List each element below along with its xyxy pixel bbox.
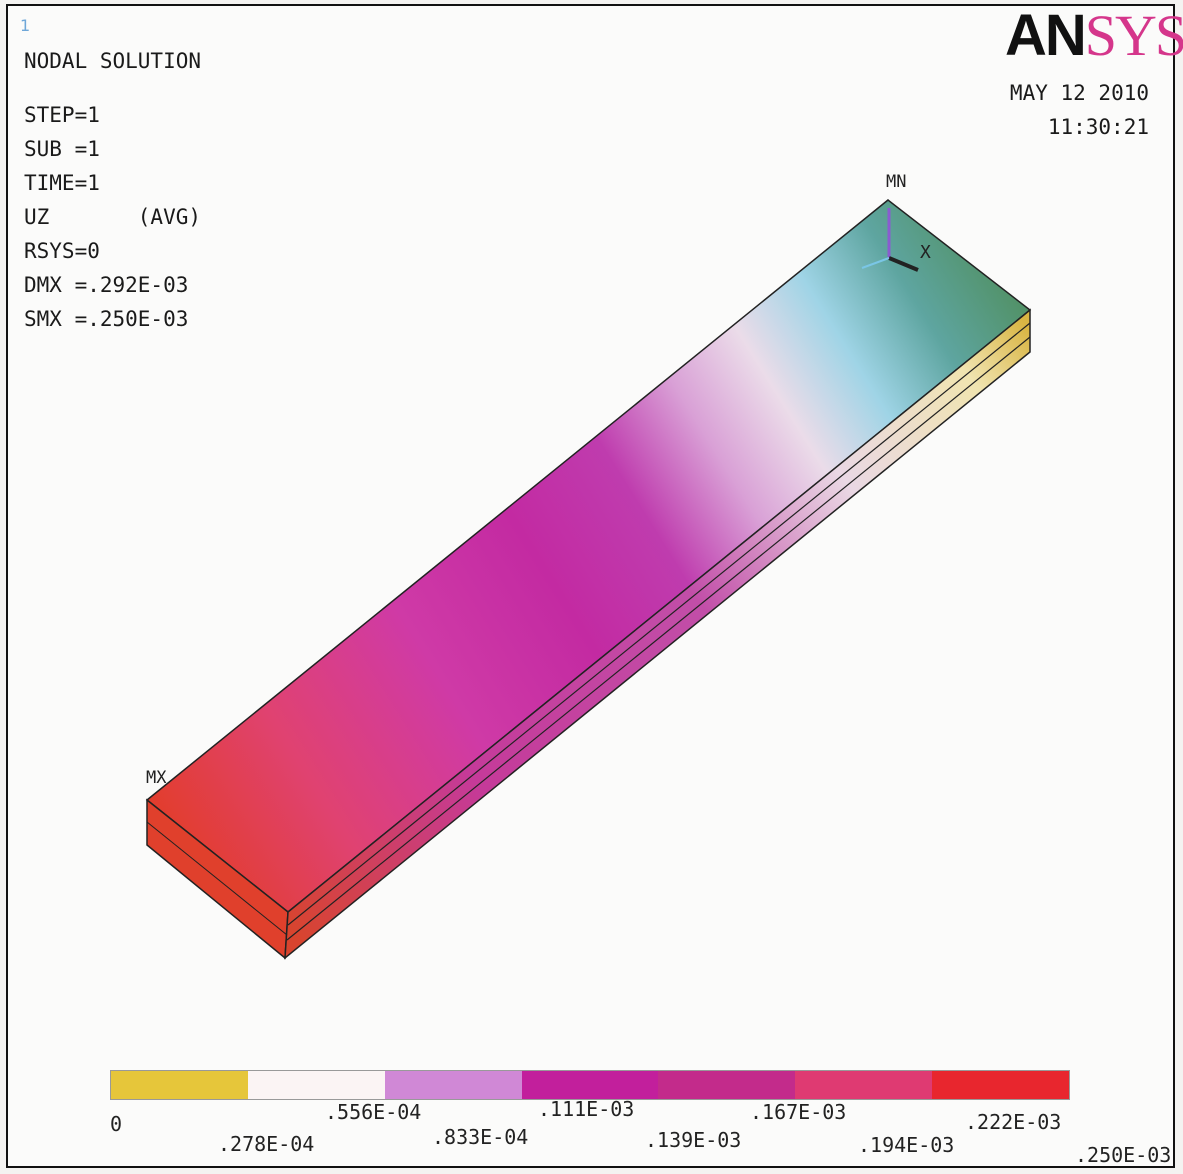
legend-swatch	[658, 1071, 796, 1099]
info-smx: SMX =.250E-03	[24, 307, 189, 331]
legend-swatch	[795, 1071, 933, 1099]
legend-label: .556E-04	[325, 1100, 422, 1124]
legend-label: 0	[110, 1112, 123, 1136]
legend-swatch	[111, 1071, 248, 1099]
solution-title: NODAL SOLUTION	[24, 49, 202, 73]
legend-label: .139E-03	[645, 1128, 742, 1152]
contour-legend-bar	[110, 1070, 1070, 1100]
window-number: 1	[20, 16, 31, 35]
legend-label: .111E-03	[538, 1097, 635, 1121]
max-marker: MX	[146, 768, 167, 788]
info-dmx: DMX =.292E-03	[24, 273, 189, 297]
legend-label: .278E-04	[218, 1132, 315, 1156]
legend-swatch	[932, 1071, 1070, 1099]
min-marker: MN	[886, 172, 907, 192]
time-text: 11:30:21	[1047, 115, 1149, 139]
axis-y	[861, 257, 890, 269]
beam-top-face	[145, 199, 1032, 913]
legend-swatch	[384, 1071, 522, 1099]
info-rsys: RSYS=0	[24, 239, 100, 263]
legend-swatch	[247, 1071, 385, 1099]
info-step: STEP=1	[24, 103, 100, 127]
axis-x-line	[888, 256, 919, 272]
info-sub: SUB =1	[24, 137, 100, 161]
solution-info: NODAL SOLUTION STEP=1 SUB =1 TIME=1 UZ (…	[24, 44, 201, 336]
legend-label: .222E-03	[965, 1110, 1062, 1134]
timestamp: MAY 12 2010 11:30:21	[1010, 76, 1149, 144]
ansys-logo: ANSYS	[1005, 3, 1183, 68]
legend-label: .194E-03	[858, 1133, 955, 1157]
info-result: UZ (AVG)	[24, 205, 202, 229]
legend-label: .167E-03	[750, 1100, 847, 1124]
axis-x-label: X	[920, 242, 931, 263]
legend-label: .833E-04	[432, 1125, 529, 1149]
info-time: TIME=1	[24, 171, 100, 195]
legend-swatch	[521, 1071, 659, 1099]
legend-label: .250E-03	[1075, 1143, 1172, 1167]
date-text: MAY 12 2010	[1009, 81, 1149, 105]
beam-side-face	[284, 308, 1031, 960]
